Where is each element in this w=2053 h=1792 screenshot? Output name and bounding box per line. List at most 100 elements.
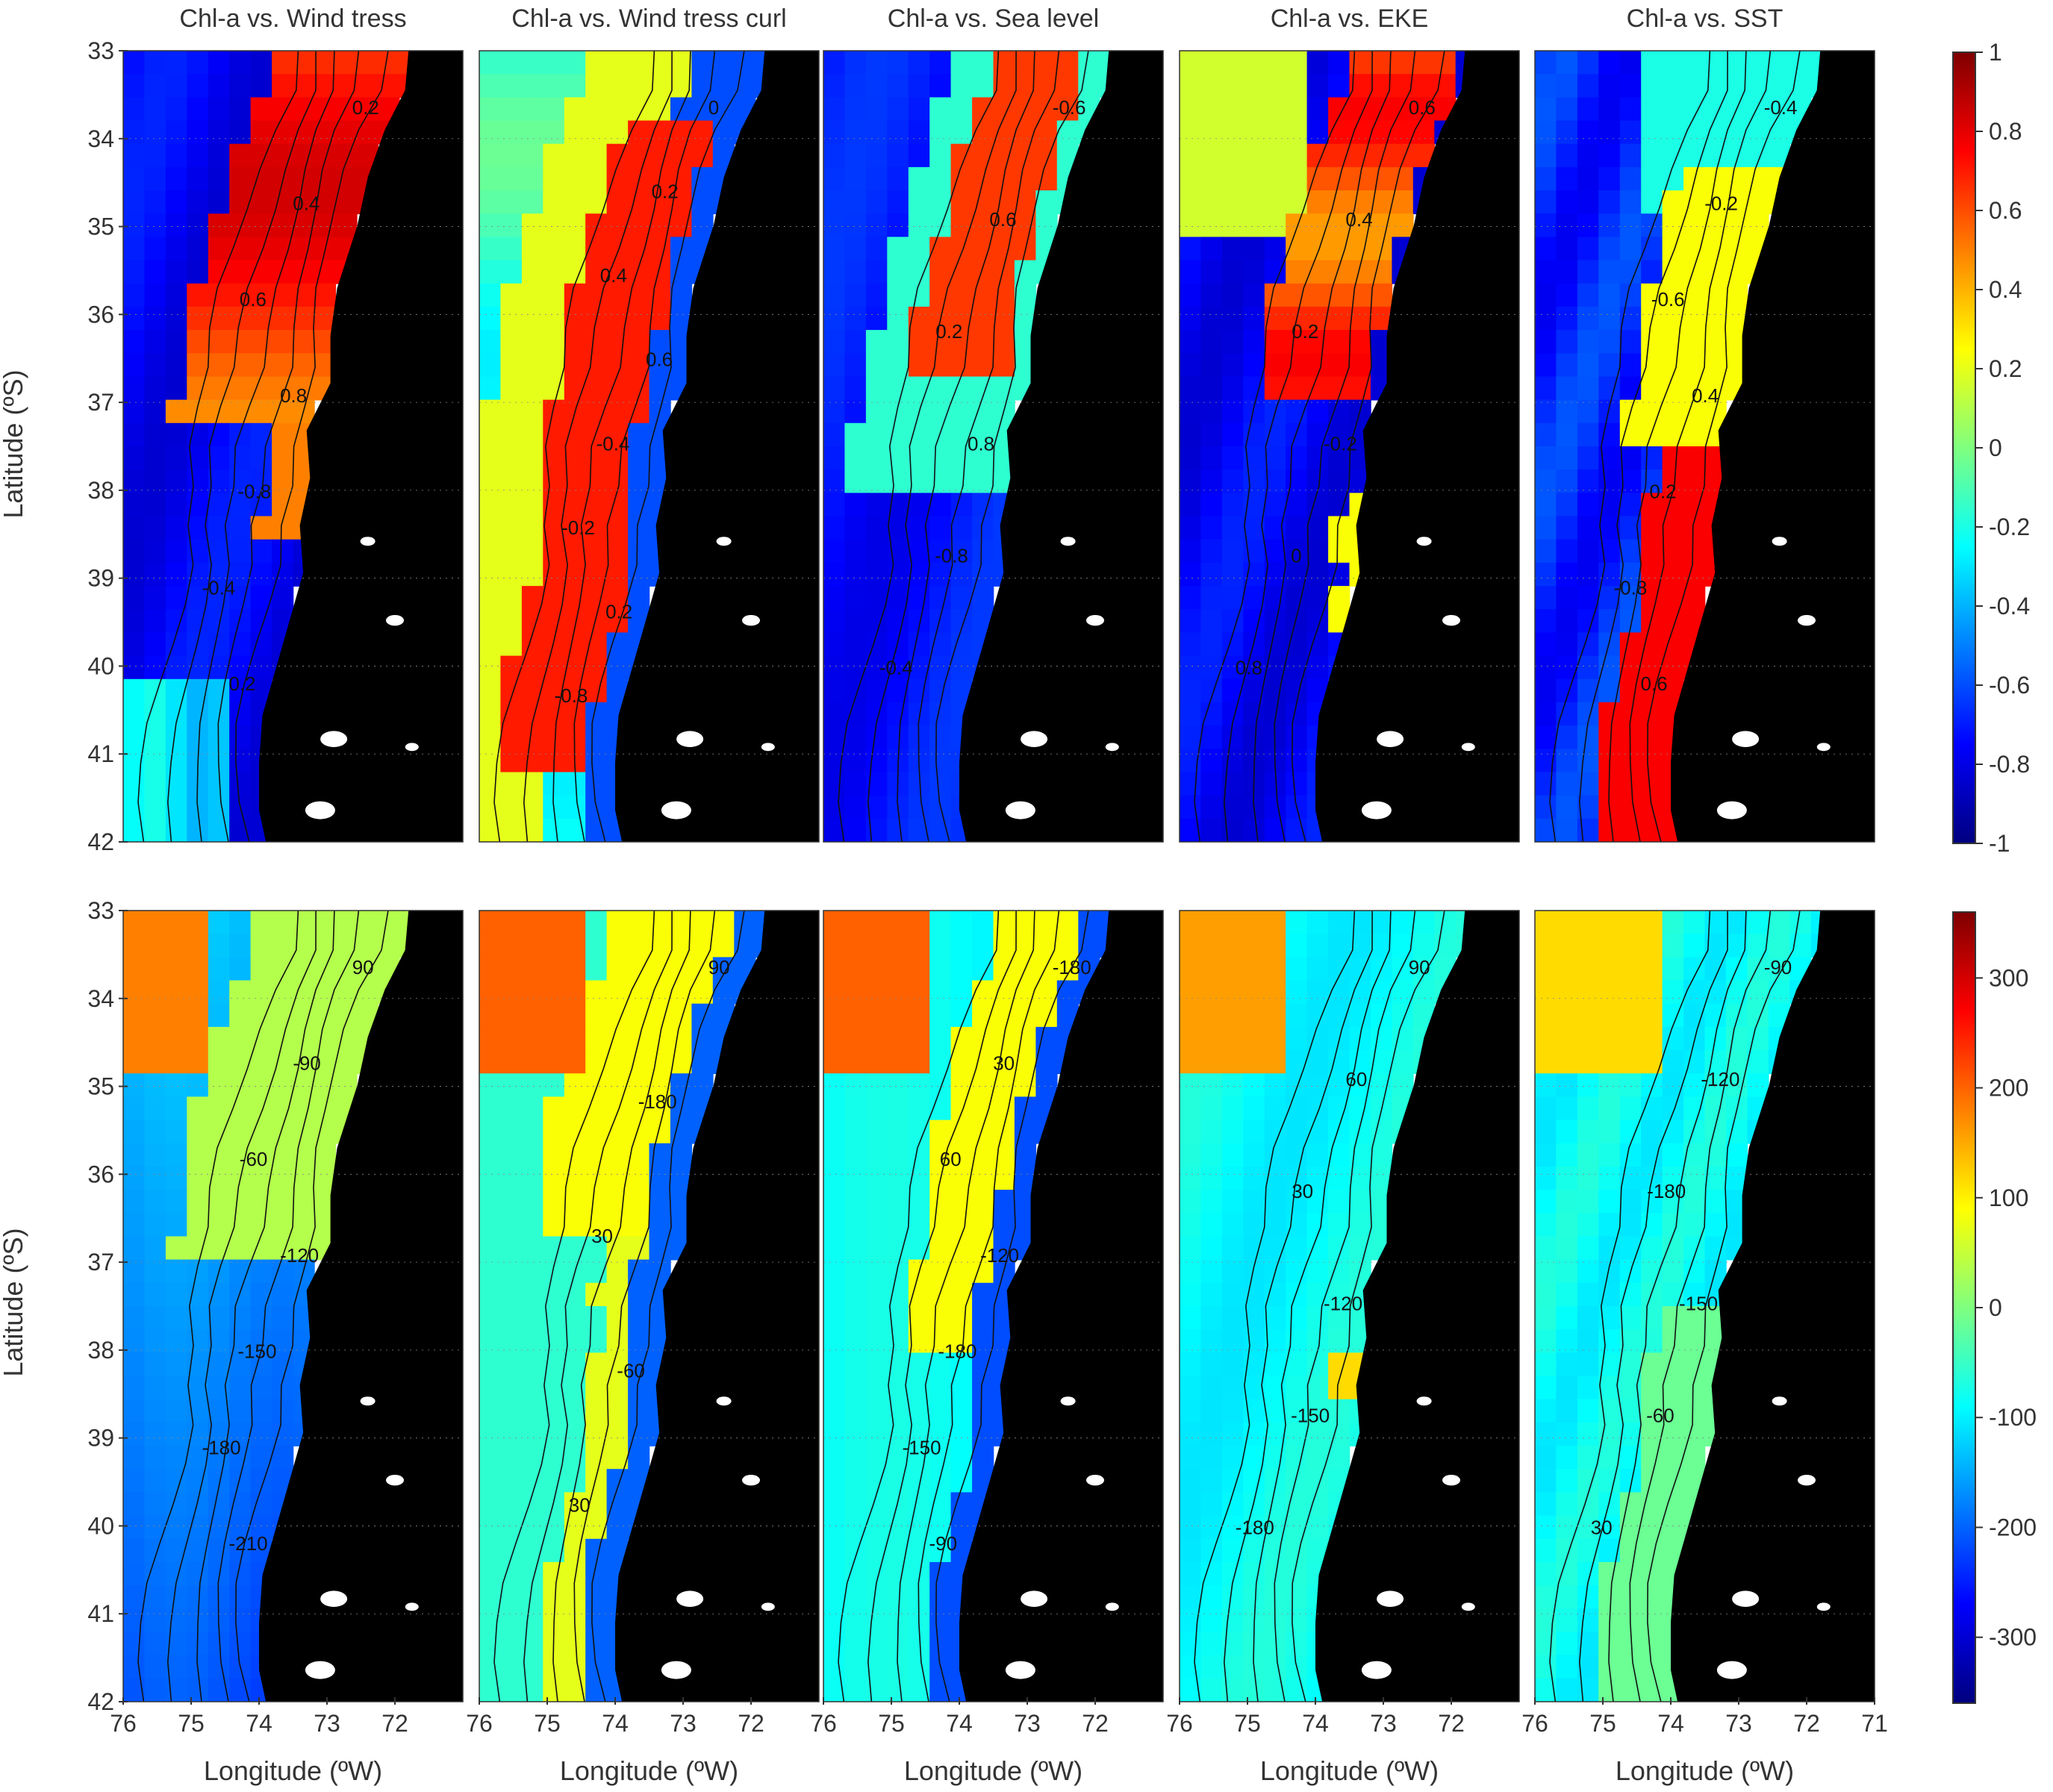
lake-spot [1105, 1602, 1119, 1611]
contour-label: 0.2 [352, 96, 379, 119]
contour-label: 0.6 [240, 288, 267, 310]
panel-frame [1534, 910, 1875, 1702]
y-axis-label-top: Latitude (ºS) [0, 369, 28, 518]
lon-tick-label: 75 [878, 1710, 905, 1737]
lake-spot [1732, 731, 1760, 747]
lake-spot [1005, 1661, 1035, 1679]
contour-label: 30 [993, 1052, 1015, 1075]
lat-tick-label: 42 [87, 828, 114, 855]
colorbar-tick-label: -1 [1989, 830, 2010, 857]
contour-line [573, 911, 716, 1702]
contour-label: -90 [1764, 956, 1792, 978]
panel-frame [1179, 50, 1520, 843]
lat-tick-label: 41 [87, 740, 114, 767]
lake-spot [1377, 1590, 1404, 1607]
contour-line [1549, 51, 1711, 842]
panel-title: Chl-a vs. SST [1627, 4, 1783, 33]
colorbar-tick-label: -0.4 [1989, 593, 2030, 619]
panel-frame [122, 50, 464, 843]
contour-label: 0.6 [989, 208, 1016, 231]
map-panel-top-4: 0.6 0.4 0.2 -0.2 0 0.8 Chl-a vs. EKE [1179, 4, 1520, 843]
lake-spot [1361, 1661, 1392, 1679]
lake-spot [676, 1590, 704, 1607]
contour-line [523, 51, 673, 842]
contour-label: -120 [1701, 1068, 1739, 1090]
colorbar-top: 1 0.8 0.6 0.4 0.2 0 -0.2 -0.4 -0.6 -0.8 -1 [1952, 39, 2030, 857]
lake-spot [1716, 1661, 1747, 1679]
contour-label: -180 [1647, 1180, 1686, 1202]
lake-spot [1086, 1475, 1104, 1486]
lon-tick-label: 73 [314, 1710, 340, 1737]
contour-label: -180 [1053, 956, 1091, 978]
contour-line [217, 911, 360, 1702]
lake-spot [305, 801, 335, 819]
contour-label: -180 [938, 1340, 976, 1363]
contour-line [137, 911, 299, 1702]
lake-spot [716, 537, 732, 546]
map-panel-top-3: -0.6 0.6 0.2 0.8 -0.8 -0.4 Chl-a vs. Sea level [823, 4, 1164, 843]
lon-tick-label: 76 [810, 1710, 837, 1737]
lon-tick-label: 73 [1725, 1710, 1752, 1737]
lake-spot [1060, 537, 1076, 546]
colorbar-tick-label: 0.2 [1989, 355, 2022, 382]
colorbar-tick-label: 200 [1989, 1075, 2028, 1102]
colorbar-tick-label: -0.2 [1989, 513, 2030, 540]
contour-line [897, 911, 1035, 1702]
contour-label: -0.8 [237, 481, 271, 503]
contour-label: 0.6 [1409, 96, 1436, 119]
contour-label: 30 [1292, 1180, 1313, 1202]
contour-line [897, 51, 1035, 842]
contour-line [552, 51, 691, 842]
lake-spot [761, 743, 775, 752]
contour-label: -150 [1291, 1405, 1330, 1427]
lat-tick-label: 33 [87, 897, 114, 924]
contour-label: 0.2 [935, 320, 962, 343]
contour-line [1578, 911, 1728, 1702]
contour-line [1292, 911, 1445, 1702]
contour-label: -120 [1324, 1292, 1362, 1314]
map-panel-bottom-3: -180 30 60 -120 -180 -150 -90 76 75 74 73 72 [810, 910, 1164, 1737]
contour-line [1647, 51, 1801, 842]
lat-tick-label: 36 [87, 1161, 114, 1187]
panel-title: Chl-a vs. EKE [1271, 4, 1429, 33]
colorbar-tick-label: -200 [1989, 1514, 2037, 1540]
lake-spot [1060, 1396, 1076, 1406]
contour-line [867, 51, 1017, 842]
lon-tick-label: 76 [110, 1710, 137, 1737]
lon-tick-label: 72 [1438, 1710, 1465, 1737]
contour-label: -150 [237, 1340, 276, 1363]
lake-spot [1772, 1396, 1787, 1406]
lake-spot [360, 537, 376, 546]
contour-label: 0.6 [646, 349, 673, 371]
contour-label: 0.8 [1236, 657, 1262, 679]
lake-spot [1442, 615, 1460, 626]
contour-label: 60 [940, 1148, 962, 1170]
contour-label: 0.8 [968, 432, 994, 455]
colorbar-tick-label: -300 [1989, 1624, 2037, 1651]
lat-tick-label: 38 [87, 477, 114, 504]
contour-line [1194, 911, 1356, 1702]
colorbar-tick-label: 300 [1989, 964, 2028, 991]
land-mask [259, 911, 463, 1702]
x-axis-label: Longitude (ºW) [1616, 1755, 1794, 1786]
map-raster: 90 -90 -60 -120 -150 -180 -210 [123, 911, 463, 1702]
lake-spot [742, 615, 760, 626]
contour-line [591, 911, 745, 1702]
lake-spot [386, 615, 404, 626]
contour-line [137, 51, 299, 842]
lon-tick-label: 72 [738, 1710, 764, 1737]
contour-label: -0.2 [1324, 432, 1357, 455]
lat-tick-label: 36 [87, 301, 114, 328]
lake-spot [1377, 731, 1404, 747]
land-mask [615, 51, 819, 842]
contour-line [196, 911, 335, 1702]
lon-tick-label: 74 [1657, 1710, 1684, 1737]
lat-tick-label: 35 [87, 1073, 114, 1100]
contour-line [235, 911, 389, 1702]
lon-tick-label: 74 [602, 1710, 629, 1737]
colorbar-tick-label: 0 [1989, 1294, 2002, 1321]
lake-spot [1005, 801, 1035, 819]
contour-label: -180 [1236, 1517, 1274, 1539]
map-raster: 0.2 0.4 0.6 0.8 -0.8 -0.4 0.2 [123, 51, 463, 842]
